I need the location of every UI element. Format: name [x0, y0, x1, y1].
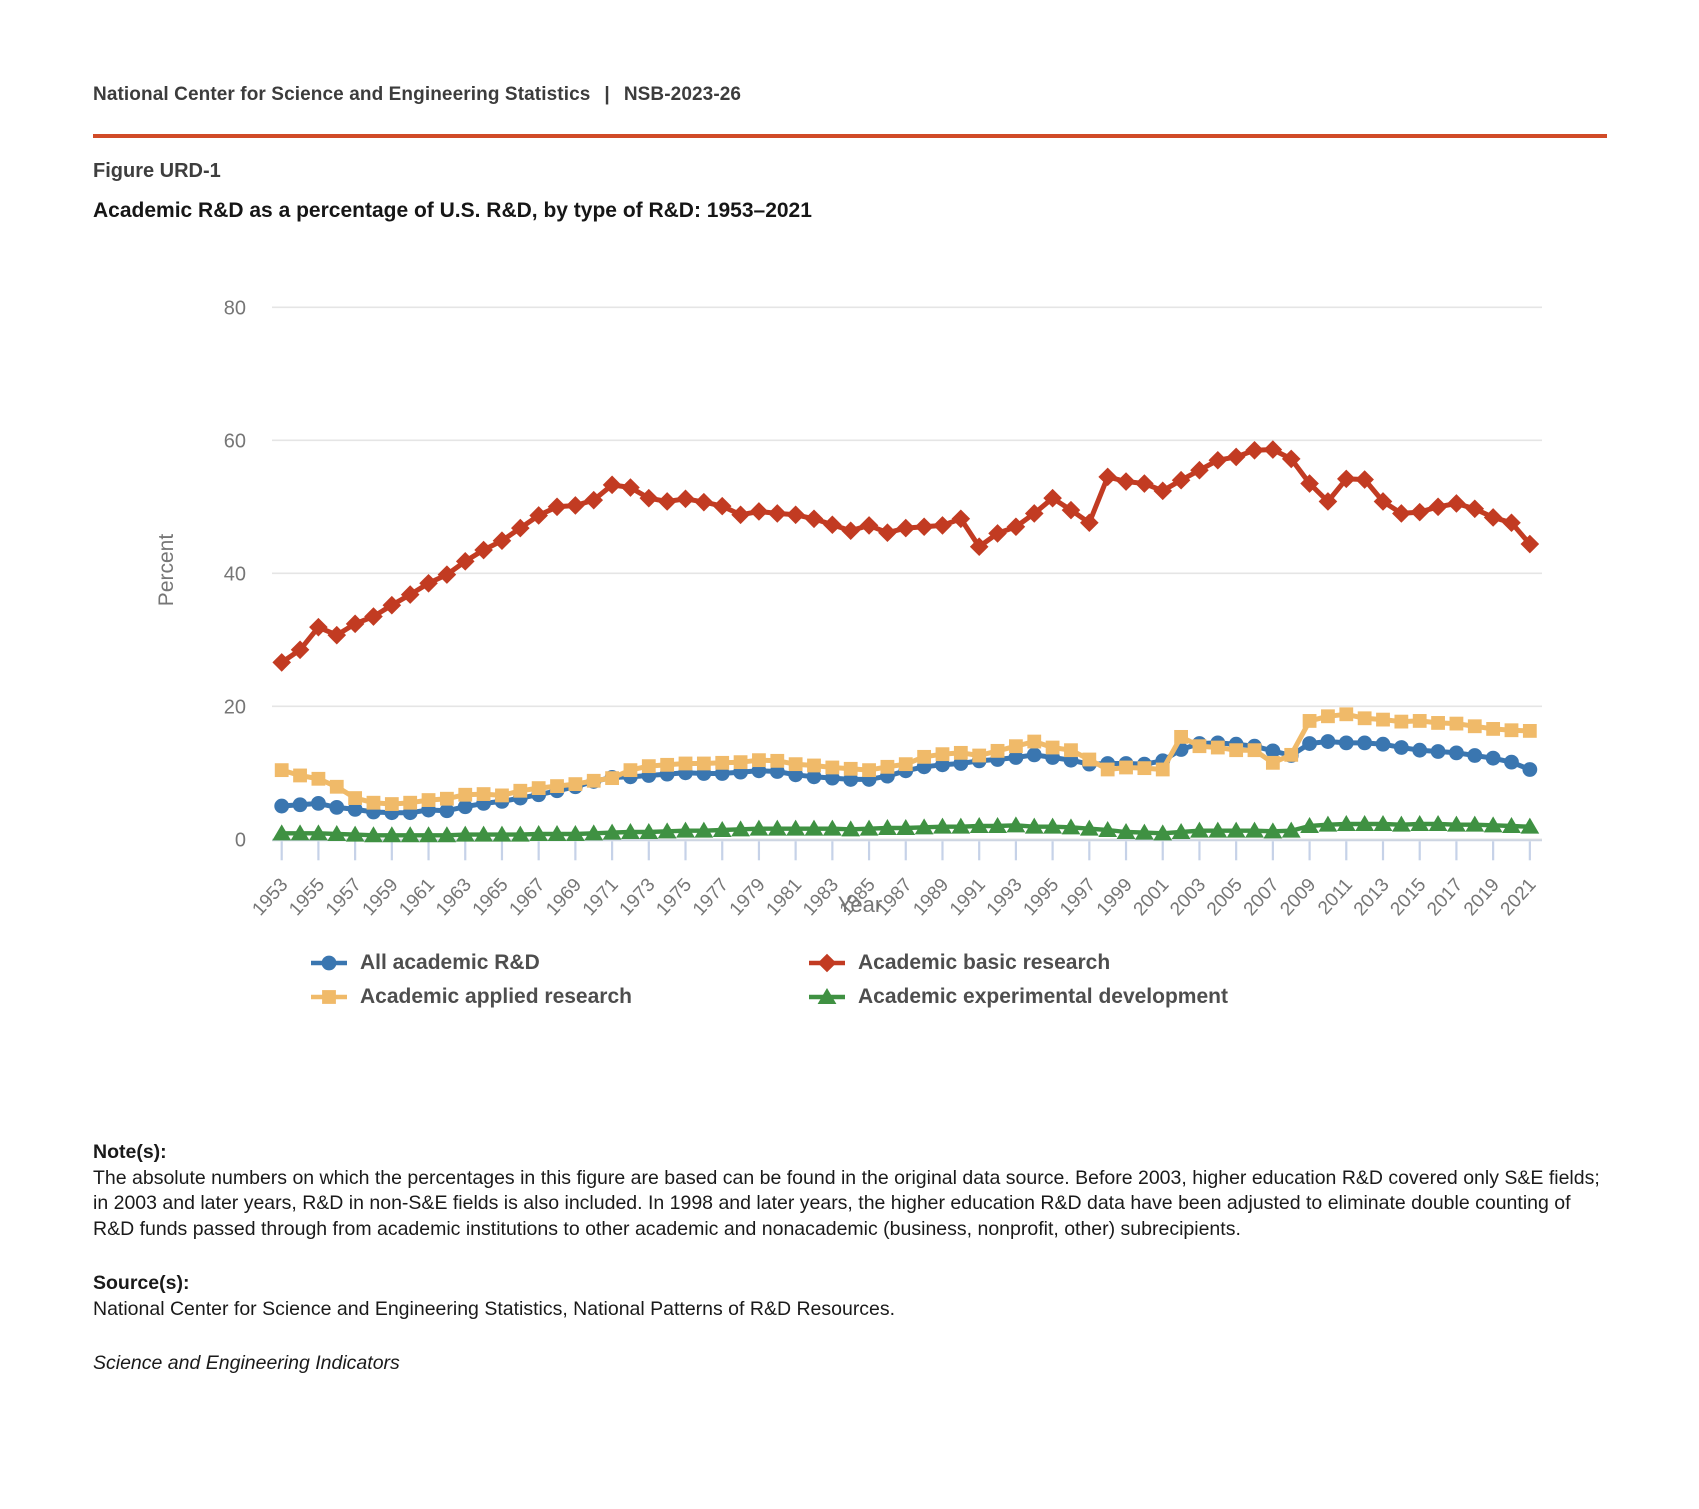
legend-marker-diamond-icon	[809, 953, 845, 973]
source-heading: Source(s):	[93, 1272, 190, 1294]
legend-item-academic-applied-research[interactable]: Academic applied research	[310, 985, 808, 1009]
report-header: National Center for Science and Engineer…	[93, 84, 741, 106]
legend-item-academic-experimental-development[interactable]: Academic experimental development	[808, 985, 1228, 1009]
svg-text:80: 80	[224, 297, 246, 319]
svg-text:1967: 1967	[505, 875, 549, 920]
legend-label: Academic applied research	[360, 985, 632, 1008]
svg-text:1965: 1965	[469, 875, 513, 920]
svg-text:2015: 2015	[1387, 875, 1431, 920]
figure-title: Academic R&D as a percentage of U.S. R&D…	[93, 199, 812, 222]
legend-label: All academic R&D	[360, 951, 540, 974]
series-academic-basic-research[interactable]	[272, 440, 1540, 672]
svg-text:1969: 1969	[542, 875, 586, 920]
svg-text:1971: 1971	[579, 875, 623, 920]
svg-text:2021: 2021	[1497, 875, 1541, 920]
svg-text:1997: 1997	[1056, 875, 1100, 920]
chart-legend: All academic R&D Academic basic research…	[310, 946, 1228, 1014]
source-text: National Center for Science and Engineer…	[93, 1297, 896, 1320]
notes-text: The absolute numbers on which the percen…	[93, 1166, 1600, 1240]
svg-text:2013: 2013	[1350, 875, 1394, 920]
svg-text:2009: 2009	[1276, 875, 1320, 920]
svg-text:60: 60	[224, 430, 246, 452]
series-all-academic-r-d[interactable]	[274, 734, 1538, 821]
chart: 0204060801953195519571959196119631965196…	[155, 297, 1542, 920]
svg-text:1981: 1981	[762, 875, 806, 920]
svg-text:1989: 1989	[909, 875, 953, 920]
legend-label: Academic basic research	[858, 951, 1111, 974]
x-axis-labels: 1953195519571959196119631965196719691971…	[249, 875, 1541, 920]
svg-text:20: 20	[224, 696, 246, 718]
svg-text:1961: 1961	[395, 875, 439, 920]
legend-marker-circle-icon	[311, 955, 347, 971]
svg-text:2003: 2003	[1166, 875, 1210, 920]
svg-text:1963: 1963	[432, 875, 476, 920]
svg-text:2005: 2005	[1203, 875, 1247, 920]
footer-indicators: Science and Engineering Indicators	[93, 1352, 400, 1374]
header-divider-rule	[93, 134, 1607, 138]
legend-item-academic-basic-research[interactable]: Academic basic research	[808, 951, 1228, 975]
svg-text:1995: 1995	[1019, 875, 1063, 920]
svg-text:2011: 2011	[1314, 875, 1357, 919]
svg-text:1977: 1977	[689, 875, 733, 920]
legend-label: Academic experimental development	[858, 985, 1228, 1008]
svg-text:1991: 1991	[946, 875, 990, 920]
svg-text:0: 0	[235, 829, 246, 851]
legend-marker-square-icon	[311, 990, 347, 1004]
svg-text:1983: 1983	[799, 875, 843, 920]
notes-heading: Note(s):	[93, 1141, 167, 1163]
series-academic-experimental-development[interactable]	[272, 815, 1540, 843]
svg-text:1955: 1955	[285, 875, 329, 920]
svg-text:1979: 1979	[726, 875, 770, 920]
x-axis	[272, 839, 1542, 861]
gridlines	[272, 306, 1542, 841]
svg-text:1957: 1957	[322, 875, 366, 920]
svg-text:2007: 2007	[1240, 875, 1284, 920]
svg-text:1999: 1999	[1093, 875, 1137, 920]
svg-text:1975: 1975	[652, 875, 696, 920]
notes-and-source: Note(s): The absolute numbers on which t…	[93, 1140, 1609, 1377]
figure-label: Figure URD-1	[93, 160, 221, 182]
svg-text:1959: 1959	[359, 875, 403, 920]
series-academic-applied-research[interactable]	[274, 707, 1537, 811]
y-axis-labels: 0 20 40 60 80	[224, 297, 246, 851]
y-axis-title: Percent	[155, 534, 178, 607]
svg-text:1993: 1993	[983, 875, 1027, 920]
header-report-id: NSB-2023-26	[623, 84, 742, 105]
svg-text:1973: 1973	[616, 875, 660, 920]
x-axis-title: Year	[838, 892, 882, 917]
legend-item-all-academic-rd[interactable]: All academic R&D	[310, 951, 808, 975]
header-separator: |	[604, 84, 610, 105]
svg-text:2019: 2019	[1460, 875, 1504, 920]
legend-marker-triangle-icon	[809, 988, 845, 1004]
svg-text:2001: 2001	[1130, 875, 1174, 920]
svg-text:2017: 2017	[1423, 875, 1467, 920]
svg-text:1953: 1953	[249, 875, 293, 920]
svg-text:40: 40	[224, 563, 246, 585]
header-org: National Center for Science and Engineer…	[93, 84, 591, 105]
